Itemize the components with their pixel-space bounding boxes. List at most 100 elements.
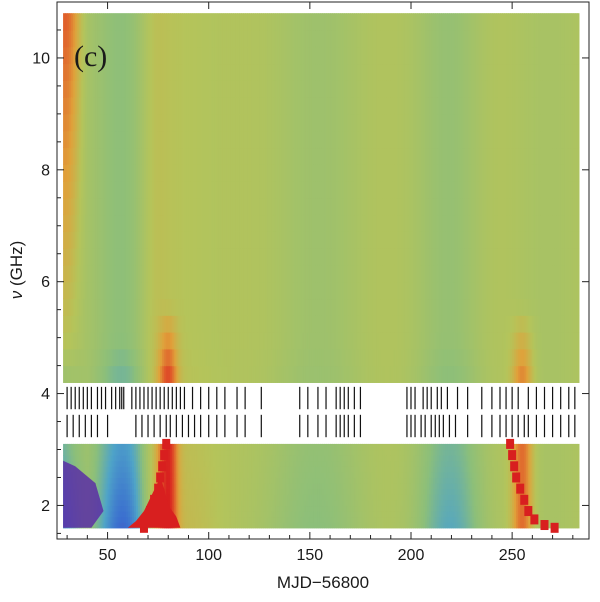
heatmap-cell [194,231,198,249]
heatmap-cell [216,231,220,249]
heatmap-cell [129,181,133,199]
heatmap-cell [404,281,408,300]
heatmap-cell [133,147,137,165]
heatmap-cell [299,248,303,266]
heatmap-cell [103,147,107,165]
heatmap-cell [196,97,200,115]
heatmap-cell [332,130,335,149]
heatmap-cell [65,130,68,149]
heatmap-cell [463,29,467,48]
heatmap-cell [180,281,184,300]
heatmap-cell [224,315,228,333]
heatmap-cell [162,46,165,65]
heatmap-cell [487,298,491,316]
heatmap-cell [465,315,469,333]
heatmap-cell [433,197,436,216]
heatmap-cell [186,281,190,300]
heatmap-cell [338,181,341,199]
heatmap-cell [344,63,347,81]
heatmap-cell [174,130,177,149]
heatmap-cell [186,97,190,115]
heatmap-cell [336,365,339,383]
heatmap-cell [212,214,216,232]
heatmap-cell [417,63,420,81]
heatmap-cell [121,80,125,98]
heatmap-cell [471,365,475,383]
heatmap-cell [435,29,438,48]
heatmap-cell [463,63,467,81]
heatmap-cell [172,130,175,149]
heatmap-cell [232,63,236,81]
heatmap-cell [423,298,426,316]
heatmap-cell [469,164,473,182]
heatmap-cell [404,332,408,350]
heatmap-cell [91,63,95,81]
heatmap-cell [146,281,149,300]
heatmap-cell [406,298,410,316]
heatmap-cell [208,46,212,65]
heatmap-cell [352,164,355,182]
heatmap-cell [386,29,390,48]
heatmap-cell [443,164,446,182]
heatmap-cell [445,97,448,115]
heatmap-cell [301,113,305,132]
heatmap-cell [372,365,376,383]
heatmap-cell [421,348,424,367]
heatmap-cell [259,113,262,132]
heatmap-cell [313,248,317,266]
heatmap-cell [307,197,311,216]
heatmap-cell [117,281,121,300]
heatmap-cell [255,264,258,283]
heatmap-cell [319,348,323,367]
heatmap-cell [129,315,133,333]
heatmap-cell [421,181,424,199]
heatmap-cell [275,63,279,81]
heatmap-cell [218,348,222,367]
heatmap-cell [105,332,109,350]
heatmap-cell [200,298,204,316]
heatmap-cell [228,315,232,333]
heatmap-cell [245,46,248,65]
heatmap-cell [265,113,268,132]
heatmap-cell [176,248,179,266]
heatmap-cell [330,248,333,266]
heatmap-cell [174,214,177,232]
heatmap-cell [352,298,355,316]
heatmap-cell [301,13,305,31]
heatmap-cell [344,46,347,65]
heatmap-cell [237,130,240,149]
heatmap-cell [141,197,145,216]
heatmap-cell [206,281,210,300]
heatmap-cell [115,97,119,115]
heatmap-cell [408,248,412,266]
heatmap-cell [489,231,493,249]
heatmap-cell [354,29,357,48]
heatmap-cell [77,181,80,199]
heatmap-cell [473,80,477,98]
heatmap-cell [461,197,465,216]
heatmap-cell [485,80,489,98]
heatmap-cell [285,147,289,165]
heatmap-cell [247,348,250,367]
heatmap-cell [328,80,331,98]
heatmap-cell [220,365,224,383]
heatmap-cell [441,97,444,115]
heatmap-cell [241,164,244,182]
heatmap-cell [226,281,230,300]
heatmap-cell [384,147,388,165]
heatmap-cell [354,147,357,165]
heatmap-cell [297,214,301,232]
heatmap-cell [73,113,76,132]
heatmap-cell [443,264,446,283]
heatmap-cell [228,264,232,283]
heatmap-cell [311,113,315,132]
heatmap-cell [103,181,107,199]
heatmap-cell [364,46,368,65]
heatmap-cell [504,147,507,165]
heatmap-cell [485,214,489,232]
heatmap-cell [190,365,194,383]
heatmap-cell [164,63,167,81]
heatmap-cell [194,97,198,115]
heatmap-cell [506,281,509,300]
heatmap-cell [356,97,359,115]
